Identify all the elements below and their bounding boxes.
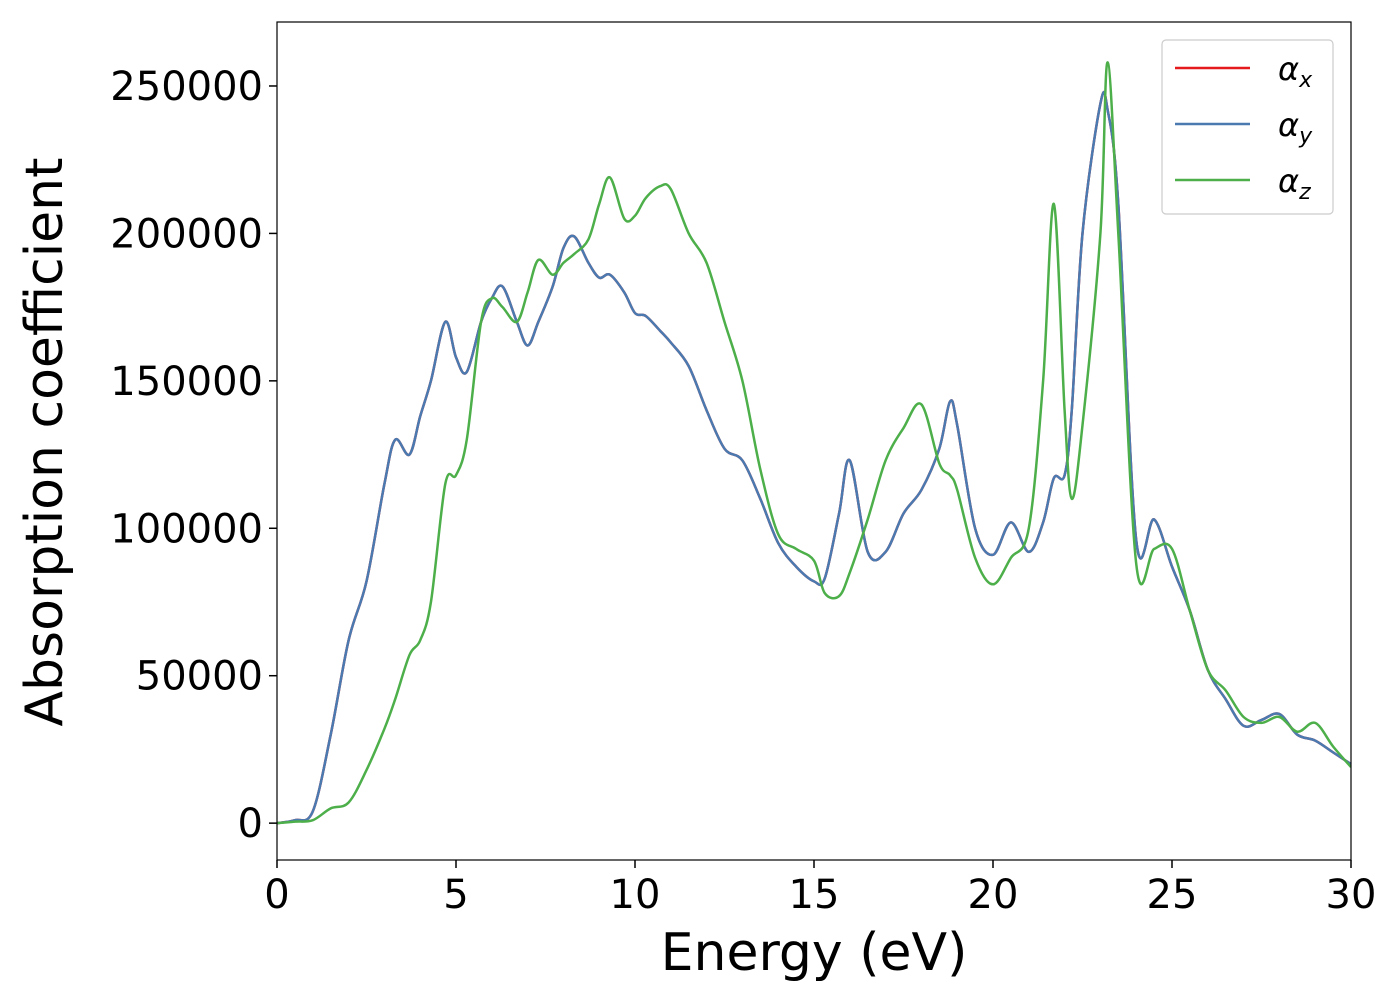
y-tick-label: 150000: [110, 359, 263, 405]
legend: αx αy αz: [1161, 39, 1334, 215]
legend-box: [1161, 39, 1334, 215]
y-tick-label: 200000: [110, 211, 263, 257]
y-tick-label: 100000: [110, 506, 263, 552]
x-tick-label: 0: [264, 872, 289, 918]
series-line: [277, 61, 1351, 825]
y-tick-label: 0: [238, 801, 263, 847]
series-line: [277, 90, 1351, 825]
x-tick-label: 15: [789, 872, 840, 918]
legend-label: αz: [1278, 162, 1311, 205]
x-axis-label: Energy (eV): [661, 923, 968, 983]
x-tick-label: 10: [610, 872, 661, 918]
y-tick-label: 250000: [110, 64, 263, 110]
y-axis-label: Absorption coefficient: [15, 157, 75, 726]
y-tick-label: 50000: [136, 654, 263, 700]
x-tick-label: 30: [1326, 872, 1377, 918]
legend-label: αy: [1278, 106, 1313, 149]
plot-frame: [276, 21, 1352, 861]
legend-label: αx: [1278, 50, 1313, 93]
x-tick-label: 25: [1147, 872, 1198, 918]
x-tick-label: 5: [443, 872, 468, 918]
x-tick-label: 20: [968, 872, 1019, 918]
